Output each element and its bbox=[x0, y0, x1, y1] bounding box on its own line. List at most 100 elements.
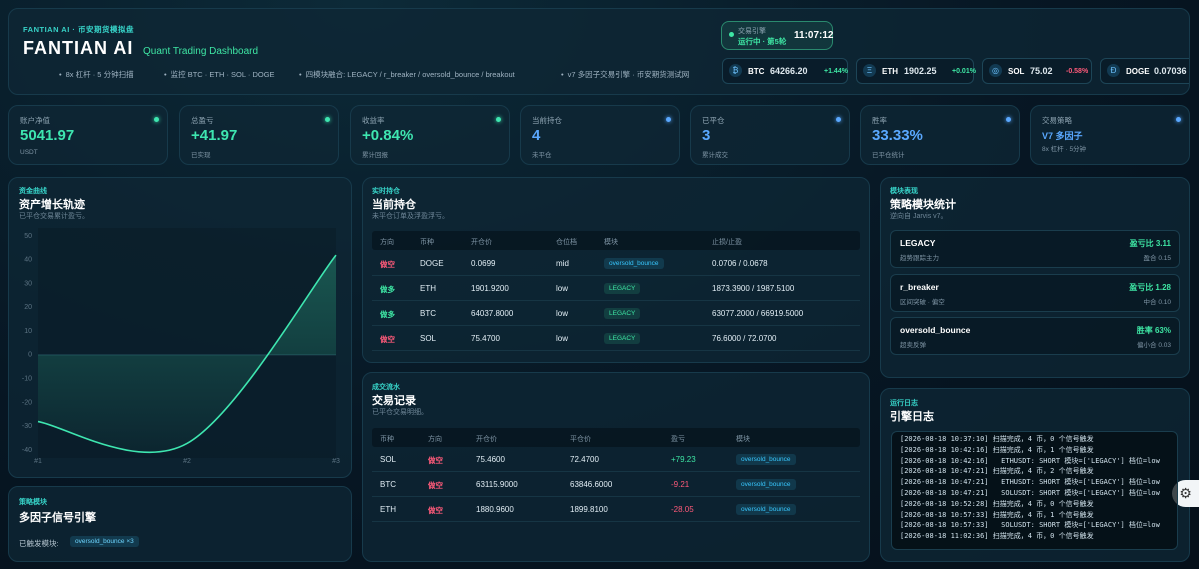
panel-title: 策略模块统计 bbox=[890, 199, 956, 211]
kpi-dot bbox=[1006, 117, 1011, 122]
panel-kicker: 运行日志 bbox=[890, 400, 918, 407]
kpi-card: 已平仓 3 累计成交 bbox=[690, 105, 850, 165]
kpi-card: 交易策略 V7 多因子 8x 杠杆 · 5分钟 bbox=[1030, 105, 1190, 165]
panel-kicker: 成交流水 bbox=[372, 384, 400, 391]
table-cell: 做空 bbox=[428, 506, 443, 515]
y-tick-label: -20 bbox=[22, 399, 32, 406]
module-desc: 区间突破 · 偏空 bbox=[900, 299, 945, 306]
module-badge: oversold_bounce bbox=[604, 258, 664, 269]
ticker-symbol: ETH bbox=[882, 67, 898, 76]
module-badge: LEGACY bbox=[604, 308, 641, 319]
ticker-price: 64266.20 bbox=[770, 66, 808, 76]
module-badge: LEGACY bbox=[604, 333, 641, 344]
row-divider bbox=[372, 325, 860, 326]
kpi-card: 账户净值 5041.97 USDT bbox=[8, 105, 168, 165]
kpi-dot bbox=[1176, 117, 1181, 122]
module-desc: 趋势跟踪主力 bbox=[900, 255, 939, 262]
brand: FANTIAN AI · 币安期货模拟盘 bbox=[23, 25, 134, 34]
line bbox=[37, 254, 337, 454]
panel-kicker: 实时持仓 bbox=[372, 188, 400, 195]
title: FANTIAN AI bbox=[23, 38, 134, 58]
row-divider bbox=[372, 521, 860, 522]
table-cell: 1899.8100 bbox=[570, 505, 608, 514]
module-badge: oversold_bounce bbox=[736, 454, 796, 465]
table-header: 方向 bbox=[428, 436, 442, 443]
table-cell: 做空 bbox=[380, 260, 395, 269]
table-cell: 做空 bbox=[428, 481, 443, 490]
module-metric: 胜率 63% bbox=[1136, 326, 1171, 335]
table-cell: 1901.9200 bbox=[471, 284, 509, 293]
panel-kicker: 策略模块 bbox=[19, 499, 47, 506]
module-badge: oversold_bounce bbox=[736, 479, 796, 490]
kpi-sub: USDT bbox=[20, 149, 38, 156]
table-cell: -28.05 bbox=[671, 505, 694, 514]
ticker-icon: ◎ bbox=[989, 64, 1002, 77]
area bbox=[38, 255, 336, 453]
module-card bbox=[890, 274, 1180, 312]
kpi-value: +0.84% bbox=[362, 127, 414, 144]
kpi-dot bbox=[325, 117, 330, 122]
y-tick-label: 50 bbox=[24, 233, 32, 240]
status-dot bbox=[729, 32, 734, 37]
log-line: [2026-08-18 10:47:21] 扫描完成，4 币，2 个信号触发 bbox=[900, 467, 1094, 476]
signal-panel bbox=[8, 486, 352, 562]
engine-pill bbox=[721, 21, 833, 50]
kpi-dot bbox=[666, 117, 671, 122]
ticker-change: -0.58% bbox=[1066, 68, 1089, 75]
panel-title: 交易记录 bbox=[372, 395, 416, 407]
module-sub: 偏小合 0.03 bbox=[1137, 342, 1171, 349]
engine-time: 11:07:12 bbox=[794, 30, 834, 41]
kpi-sub: 未平仓 bbox=[532, 152, 552, 159]
ticker-change: +1.44% bbox=[824, 68, 848, 75]
table-cell: ETH bbox=[420, 284, 436, 293]
table-cell: 1880.9600 bbox=[476, 505, 514, 514]
table-cell: -9.21 bbox=[671, 480, 690, 489]
y-tick-label: 0 bbox=[28, 352, 32, 359]
engine-label: 交易引擎 bbox=[738, 28, 766, 35]
kpi-label: 当前持仓 bbox=[532, 116, 562, 125]
ticker-icon: Đ bbox=[1107, 64, 1120, 77]
table-cell: BTC bbox=[380, 480, 396, 489]
trades-panel bbox=[362, 372, 870, 562]
module-name: oversold_bounce bbox=[900, 325, 971, 335]
panel-title: 多因子信号引擎 bbox=[19, 512, 96, 524]
header-panel: FANTIAN AI · 币安期货模拟盘 FANTIAN AI Quant Trad… bbox=[8, 8, 1190, 95]
module-card bbox=[890, 317, 1180, 355]
table-header: 模块 bbox=[736, 436, 750, 443]
module-metric: 盈亏比 3.11 bbox=[1129, 239, 1171, 248]
table-header-bg bbox=[372, 231, 860, 250]
panel-subtitle: 已平仓交易累计盈亏。 bbox=[19, 213, 89, 220]
table-cell: SOL bbox=[420, 334, 437, 343]
kpi-value: 4 bbox=[532, 127, 541, 144]
table-cell: low bbox=[556, 309, 569, 318]
table-header: 仓位档 bbox=[556, 239, 577, 246]
log-line: [2026-08-18 10:37:10] 扫描完成，4 币，0 个信号触发 bbox=[900, 435, 1094, 443]
kpi-label: 胜率 bbox=[872, 116, 887, 125]
panel-title: 资产增长轨迹 bbox=[19, 199, 85, 211]
x-tick-label: #2 bbox=[183, 458, 191, 465]
panel-subtitle: 已平仓交易明细。 bbox=[372, 409, 428, 416]
y-tick-label: -30 bbox=[22, 423, 32, 430]
kpi-sub: 8x 杠杆 · 5分钟 bbox=[1042, 146, 1087, 153]
row-divider bbox=[372, 471, 860, 472]
table-cell: 1873.3900 / 1987.5100 bbox=[712, 284, 795, 293]
module-name: r_breaker bbox=[900, 282, 939, 292]
ticker-symbol: SOL bbox=[1008, 67, 1025, 76]
row-divider bbox=[372, 275, 860, 276]
module-sub: 中合 0.10 bbox=[1143, 299, 1171, 306]
log-box bbox=[891, 431, 1178, 550]
feature: 8x 杠杆 · 5 分钟扫描 bbox=[59, 69, 134, 80]
kpi-label: 收益率 bbox=[362, 116, 385, 125]
row-divider bbox=[372, 496, 860, 497]
kpi-sub: 已平仓统计 bbox=[872, 152, 905, 159]
kpi-label: 交易策略 bbox=[1042, 116, 1072, 125]
kpi-label: 已平仓 bbox=[702, 116, 725, 125]
module-metric: 盈亏比 1.28 bbox=[1129, 283, 1171, 292]
log-line: [2026-08-18 10:42:16] 扫描完成，4 币，1 个信号触发 bbox=[900, 445, 1094, 454]
feature: 监控 BTC · ETH · SOL · DOGE bbox=[164, 69, 275, 80]
kpi-card: 总盈亏 +41.97 已实现 bbox=[179, 105, 339, 165]
table-cell: 0.0706 / 0.0678 bbox=[712, 259, 768, 268]
table-cell: 76.6000 / 72.0700 bbox=[712, 334, 777, 343]
table-cell: 0.0699 bbox=[471, 259, 496, 268]
table-header: 方向 bbox=[380, 239, 394, 246]
